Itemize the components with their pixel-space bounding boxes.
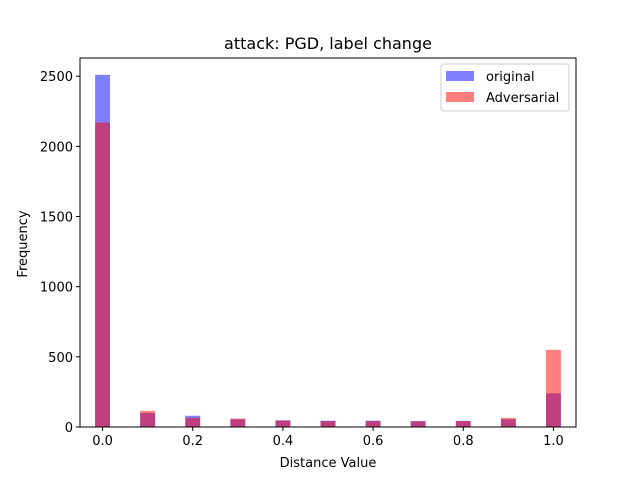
- bar-adversarial-2: [185, 417, 201, 427]
- y-tick-label: 2000: [40, 140, 73, 155]
- bar-adversarial-0: [95, 122, 110, 428]
- legend-swatch-original: [446, 71, 474, 81]
- legend-label-adversarial: Adversarial: [486, 91, 559, 106]
- x-tick-label: 0.2: [182, 434, 203, 449]
- plot-frame: [79, 57, 577, 428]
- legend-swatch-adversarial: [446, 92, 474, 102]
- y-tick-label: 2500: [40, 70, 73, 85]
- bars-group: [95, 74, 561, 428]
- legend-label-original: original: [486, 70, 535, 85]
- y-tick-label: 500: [48, 351, 73, 366]
- bar-adversarial-3: [230, 418, 246, 427]
- y-tick-label: 0: [65, 421, 73, 436]
- y-tick-label: 1000: [40, 281, 73, 296]
- x-tick-label: 0.6: [363, 434, 384, 449]
- chart-title: attack: PGD, label change: [224, 34, 432, 53]
- x-tick-label: 1.0: [543, 434, 564, 449]
- x-tick-label: 0.4: [273, 434, 294, 449]
- y-axis-label: Frequency: [16, 210, 31, 277]
- bar-adversarial-1: [140, 410, 156, 427]
- bar-adversarial-9: [500, 417, 516, 427]
- bar-adversarial-7: [410, 421, 426, 427]
- bar-adversarial-10: [546, 349, 561, 427]
- x-tick-label: 0.8: [453, 434, 474, 449]
- x-tick-label: 0.0: [92, 434, 113, 449]
- legend: original Adversarial: [440, 63, 570, 112]
- bar-adversarial-6: [365, 421, 381, 427]
- y-tick-label: 1500: [40, 211, 73, 226]
- y-axis: 0 500 1000 1500 2000 2500: [40, 70, 80, 436]
- x-axis-label: Distance Value: [280, 456, 377, 471]
- bar-adversarial-5: [320, 421, 336, 427]
- bar-adversarial-8: [455, 421, 471, 427]
- x-axis: 0.0 0.2 0.4 0.6 0.8 1.0: [92, 427, 564, 449]
- bar-adversarial-4: [275, 420, 291, 427]
